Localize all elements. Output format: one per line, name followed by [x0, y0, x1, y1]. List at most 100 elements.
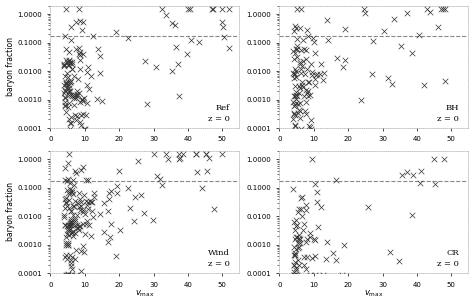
- Point: [296, 62, 304, 66]
- Point: [67, 92, 75, 97]
- Point: [80, 192, 87, 197]
- Point: [71, 222, 79, 227]
- Point: [292, 51, 299, 56]
- Point: [292, 268, 300, 273]
- Point: [66, 120, 73, 125]
- Point: [61, 61, 68, 66]
- Point: [66, 127, 73, 132]
- Point: [79, 208, 86, 213]
- Point: [82, 178, 90, 183]
- Point: [293, 55, 301, 60]
- Point: [296, 235, 303, 240]
- Point: [73, 272, 80, 277]
- Point: [79, 19, 87, 24]
- Point: [69, 233, 77, 238]
- Point: [171, 22, 179, 27]
- Point: [75, 190, 82, 195]
- Point: [291, 76, 298, 81]
- Point: [297, 108, 304, 113]
- Point: [301, 109, 309, 114]
- Point: [68, 209, 75, 214]
- Text: BH: BH: [446, 104, 459, 112]
- Point: [131, 194, 139, 199]
- Point: [67, 263, 74, 268]
- Point: [85, 206, 92, 211]
- Point: [100, 230, 108, 235]
- Point: [290, 252, 298, 257]
- Point: [293, 234, 301, 239]
- Point: [65, 83, 73, 88]
- Point: [68, 67, 76, 72]
- Point: [415, 33, 423, 38]
- Point: [294, 257, 302, 262]
- Point: [163, 152, 170, 157]
- Point: [70, 95, 78, 100]
- Point: [308, 69, 316, 74]
- Point: [291, 260, 299, 264]
- Point: [292, 266, 300, 271]
- Point: [71, 94, 78, 99]
- Point: [441, 7, 449, 12]
- Point: [301, 93, 308, 98]
- Point: [302, 240, 310, 245]
- Text: z = 0: z = 0: [208, 260, 230, 268]
- Point: [71, 169, 79, 174]
- Point: [81, 127, 88, 132]
- Point: [403, 170, 411, 175]
- Point: [324, 38, 332, 43]
- Point: [329, 251, 337, 256]
- Point: [164, 156, 172, 161]
- Point: [82, 221, 90, 226]
- Point: [305, 123, 313, 128]
- Point: [303, 66, 310, 71]
- Point: [64, 191, 72, 196]
- Point: [114, 184, 121, 189]
- Point: [308, 256, 316, 260]
- Point: [69, 213, 77, 218]
- Point: [369, 72, 376, 77]
- Point: [63, 272, 71, 277]
- Point: [294, 240, 302, 245]
- X-axis label: $v_{\rm max}$: $v_{\rm max}$: [135, 289, 155, 300]
- Point: [65, 206, 73, 211]
- Point: [297, 48, 305, 53]
- Point: [311, 253, 319, 258]
- Point: [81, 127, 89, 132]
- Point: [66, 272, 73, 277]
- Point: [290, 99, 297, 104]
- Point: [175, 152, 183, 157]
- Y-axis label: baryon fraction: baryon fraction: [6, 182, 15, 242]
- Point: [293, 43, 301, 48]
- Point: [65, 63, 73, 68]
- Point: [338, 272, 346, 277]
- Point: [302, 112, 310, 117]
- Point: [65, 86, 73, 91]
- Point: [423, 7, 430, 12]
- Point: [308, 118, 315, 123]
- Point: [67, 208, 74, 213]
- Point: [67, 217, 75, 222]
- Point: [416, 181, 423, 186]
- Point: [295, 206, 303, 211]
- Point: [71, 217, 79, 222]
- Point: [64, 243, 72, 248]
- Point: [307, 125, 314, 130]
- Point: [63, 70, 70, 75]
- Point: [300, 46, 308, 51]
- Point: [297, 195, 304, 200]
- Point: [150, 152, 157, 157]
- Point: [303, 27, 310, 32]
- Point: [312, 72, 320, 77]
- Point: [290, 48, 297, 53]
- Point: [218, 152, 226, 157]
- Point: [115, 168, 122, 173]
- Point: [395, 258, 402, 263]
- Point: [82, 112, 90, 117]
- Point: [81, 249, 88, 254]
- Point: [310, 237, 318, 242]
- Point: [427, 9, 434, 14]
- Point: [299, 83, 306, 88]
- Point: [311, 51, 319, 56]
- Point: [75, 7, 83, 12]
- Point: [323, 17, 331, 22]
